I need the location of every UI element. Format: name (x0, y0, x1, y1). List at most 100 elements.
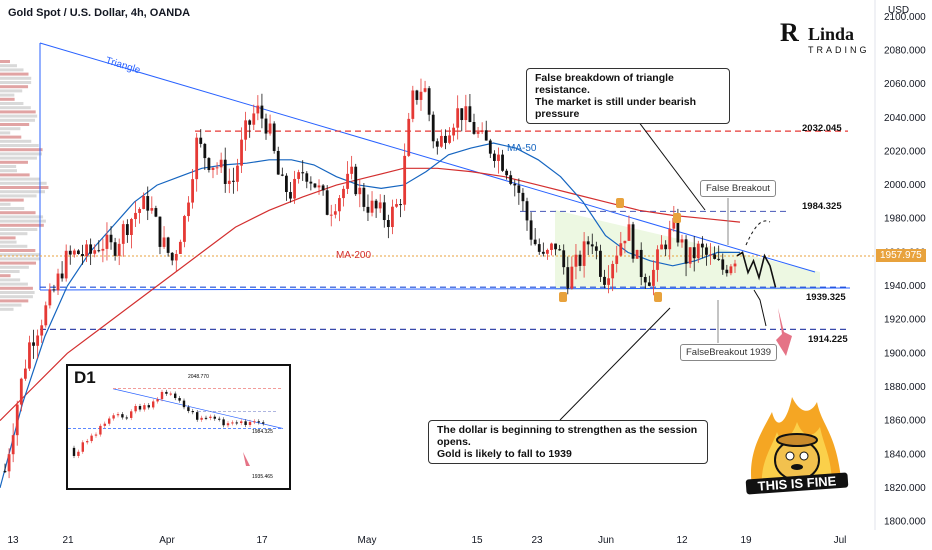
volume-bar (0, 118, 35, 122)
price-tick: 1800.000 (884, 517, 926, 528)
candle-body (215, 167, 219, 169)
candle-body (219, 159, 223, 168)
volume-bar (0, 64, 17, 68)
callout-line-bottom (559, 307, 671, 421)
candle-body (456, 108, 460, 128)
inset-candle-body (182, 400, 186, 408)
swing-marker (559, 292, 567, 302)
level-1984: 1984.325 (802, 201, 842, 212)
candle-body (68, 250, 72, 255)
volume-bar (0, 253, 40, 257)
note-bottom: The dollar is beginning to strengthen as… (428, 420, 708, 464)
inset-candle-body (86, 441, 89, 443)
candle-body (733, 263, 737, 267)
candle-body (146, 196, 150, 211)
volume-bar (0, 89, 23, 93)
candle-body (36, 335, 40, 346)
volume-bar (0, 123, 30, 126)
candle-body (7, 454, 11, 472)
volume-bar (0, 102, 24, 105)
time-tick: 15 (471, 535, 483, 546)
volume-bar (0, 85, 29, 89)
volume-bar (0, 265, 29, 269)
volume-bar (0, 244, 28, 248)
candle-body (652, 269, 655, 286)
volume-bar (0, 232, 28, 236)
ma-50-line (0, 142, 740, 489)
volume-bar (0, 303, 22, 307)
candle-body (558, 249, 562, 251)
volume-bar (0, 156, 37, 160)
candle-body (623, 240, 627, 244)
inset-candle-body (81, 442, 84, 452)
price-tick: 1900.000 (884, 348, 926, 359)
candle-body (342, 188, 345, 199)
candle-body (48, 289, 52, 306)
volume-bar (0, 135, 22, 139)
symbol-title: Gold Spot / U.S. Dollar, 4h, OANDA (8, 7, 191, 19)
volume-bar (0, 215, 44, 219)
volume-bar (0, 139, 32, 143)
inset-candle-body (196, 412, 199, 420)
volume-bar (0, 198, 24, 202)
candle-body (688, 247, 692, 264)
candle-body (594, 246, 598, 251)
volume-bar (0, 291, 35, 294)
candle-body (150, 208, 154, 211)
price-tick: 1880.000 (884, 382, 926, 393)
currency-label: USD (888, 5, 910, 16)
logo-sub: TRADING (808, 45, 870, 55)
volume-bar (0, 106, 31, 110)
candle-body (64, 250, 68, 279)
candle-body (444, 135, 447, 143)
candle-body (44, 305, 48, 326)
inset-candle-body (130, 411, 133, 418)
candle-body (729, 266, 733, 274)
candle-body (56, 273, 60, 291)
candle-body (199, 137, 203, 144)
candle-body (11, 435, 15, 455)
candle-body (276, 150, 280, 175)
inset-candle-body (121, 414, 124, 418)
price-tick: 2000.000 (884, 180, 926, 191)
candle-body (700, 243, 704, 248)
candle-body (513, 183, 517, 186)
candle-body (231, 180, 235, 182)
time-tick: Apr (159, 535, 175, 546)
candle-body (101, 248, 105, 251)
candle-body (419, 91, 423, 100)
volume-bar (0, 207, 25, 210)
volume-bar (0, 278, 21, 282)
inset-candle-body (103, 423, 106, 426)
candle-body (590, 244, 594, 247)
candle-body (378, 202, 382, 209)
candle-body (89, 244, 93, 254)
level-lines (40, 130, 850, 330)
candle-body (293, 178, 296, 199)
candle-body (615, 255, 619, 264)
candle-body (289, 192, 292, 199)
candle-body (97, 250, 101, 252)
volume-bar (0, 186, 49, 189)
volume-bar (0, 211, 36, 215)
candle-body (362, 187, 366, 207)
candle-body (382, 202, 386, 221)
triangle-fill (555, 210, 820, 290)
candles (3, 78, 737, 479)
volume-bar (0, 81, 32, 84)
volume-bar (0, 76, 32, 80)
triangle-label: Triangle (104, 55, 142, 76)
candle-body (125, 224, 129, 235)
candle-body (725, 269, 729, 274)
candle-body (431, 114, 435, 142)
logo: R Linda TRADING (780, 18, 870, 68)
candle-body (501, 154, 504, 171)
candle-body (158, 216, 162, 247)
time-tick: 12 (676, 535, 688, 546)
candle-body (72, 250, 76, 255)
candle-body (166, 237, 170, 253)
bearish-arrow-icon (776, 308, 792, 356)
inset-candle-body (116, 414, 120, 416)
candle-body (227, 180, 231, 184)
